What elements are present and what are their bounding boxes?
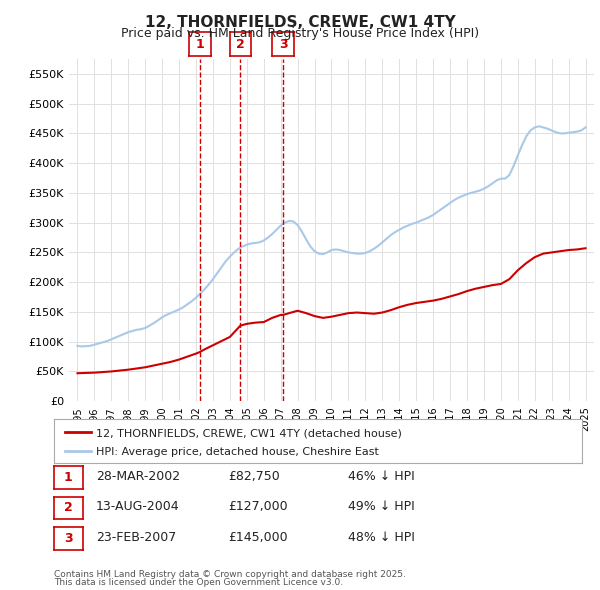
- Text: 1: 1: [196, 38, 204, 51]
- Text: £82,750: £82,750: [228, 470, 280, 483]
- Text: 48% ↓ HPI: 48% ↓ HPI: [348, 531, 415, 544]
- Text: 3: 3: [279, 38, 287, 51]
- Text: 2: 2: [236, 38, 245, 51]
- Text: Price paid vs. HM Land Registry's House Price Index (HPI): Price paid vs. HM Land Registry's House …: [121, 27, 479, 40]
- Text: 3: 3: [64, 532, 73, 545]
- Text: £127,000: £127,000: [228, 500, 287, 513]
- Text: 23-FEB-2007: 23-FEB-2007: [96, 531, 176, 544]
- Text: 2: 2: [64, 502, 73, 514]
- Text: HPI: Average price, detached house, Cheshire East: HPI: Average price, detached house, Ches…: [96, 447, 379, 457]
- Text: 12, THORNFIELDS, CREWE, CW1 4TY (detached house): 12, THORNFIELDS, CREWE, CW1 4TY (detache…: [96, 428, 402, 438]
- Text: 49% ↓ HPI: 49% ↓ HPI: [348, 500, 415, 513]
- Text: 28-MAR-2002: 28-MAR-2002: [96, 470, 180, 483]
- Text: 13-AUG-2004: 13-AUG-2004: [96, 500, 179, 513]
- Text: £145,000: £145,000: [228, 531, 287, 544]
- Text: Contains HM Land Registry data © Crown copyright and database right 2025.: Contains HM Land Registry data © Crown c…: [54, 571, 406, 579]
- Text: 46% ↓ HPI: 46% ↓ HPI: [348, 470, 415, 483]
- Text: This data is licensed under the Open Government Licence v3.0.: This data is licensed under the Open Gov…: [54, 578, 343, 587]
- Text: 1: 1: [64, 471, 73, 484]
- Text: 12, THORNFIELDS, CREWE, CW1 4TY: 12, THORNFIELDS, CREWE, CW1 4TY: [145, 15, 455, 30]
